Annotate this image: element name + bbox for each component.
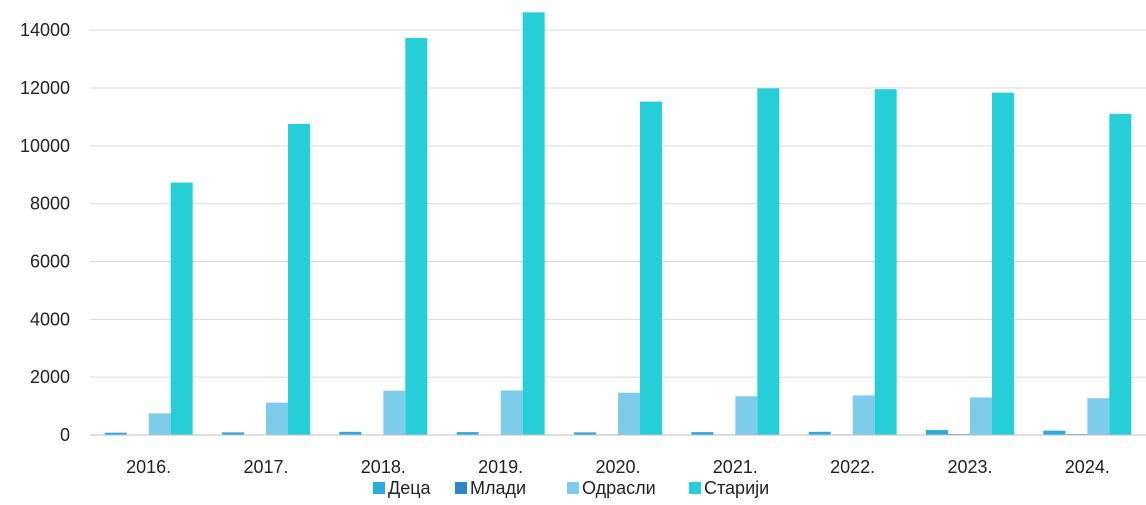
bar-Деца-2024. xyxy=(1043,430,1066,435)
bar-Старији-2024. xyxy=(1109,113,1132,436)
y-tick-label: 4000 xyxy=(30,309,70,329)
bar-Одрасли-2019. xyxy=(500,390,523,435)
bar-Деца-2023. xyxy=(926,430,948,435)
legend-label: Деца xyxy=(388,478,432,498)
legend-swatch xyxy=(455,482,467,494)
bar-Старији-2019. xyxy=(522,12,545,435)
bar-Деца-2019. xyxy=(456,432,479,435)
x-tick-label: 2024. xyxy=(1065,457,1110,477)
bar-Старији-2022. xyxy=(874,89,897,436)
x-tick-label: 2022. xyxy=(830,457,875,477)
bar-Одрасли-2024. xyxy=(1087,398,1110,435)
bar-Одрасли-2018. xyxy=(383,390,406,435)
x-tick-label: 2023. xyxy=(947,457,992,477)
bar-Старији-2017. xyxy=(288,123,310,436)
x-tick-label: 2018. xyxy=(361,457,406,477)
bar-Одрасли-2023. xyxy=(970,397,992,435)
x-tick-label: 2019. xyxy=(478,457,523,477)
x-tick-label: 2021. xyxy=(713,457,758,477)
legend-swatch xyxy=(567,482,579,494)
legend-swatch xyxy=(689,482,701,494)
bar-Старији-2021. xyxy=(757,88,780,435)
y-tick-label: 0 xyxy=(60,425,70,445)
bar-Деца-2021. xyxy=(691,432,714,435)
bar-Одрасли-2016. xyxy=(148,413,171,435)
legend-label: Одрасли xyxy=(582,478,656,498)
y-tick-label: 14000 xyxy=(20,20,70,40)
y-tick-label: 2000 xyxy=(30,367,70,387)
bar-Одрасли-2022. xyxy=(852,395,875,435)
legend-label: Старији xyxy=(704,478,769,498)
bar-Деца-2022. xyxy=(808,431,831,435)
y-tick-label: 6000 xyxy=(30,252,70,272)
bar-Старији-2016. xyxy=(170,182,193,435)
bar-Деца-2016. xyxy=(104,432,127,435)
x-tick-label: 2017. xyxy=(243,457,288,477)
bar-Старији-2018. xyxy=(405,38,428,435)
y-tick-label: 10000 xyxy=(20,136,70,156)
bar-Деца-2020. xyxy=(574,432,596,435)
y-axis-ticks: 0 2000 4000 6000 8000 10000 12000 14000 xyxy=(20,20,70,445)
bar-Одрасли-2020. xyxy=(618,392,640,435)
x-tick-label: 2016. xyxy=(126,457,171,477)
bar-Одрасли-2017. xyxy=(266,402,288,435)
legend: Деца Млади Одрасли Старији xyxy=(373,478,769,498)
y-tick-label: 12000 xyxy=(20,78,70,98)
bar-Старији-2023. xyxy=(992,92,1014,435)
bar-Деца-2018. xyxy=(339,431,362,435)
legend-label: Млади xyxy=(470,478,526,498)
x-tick-label: 2020. xyxy=(595,457,640,477)
bar-Одрасли-2021. xyxy=(735,396,758,435)
y-tick-label: 8000 xyxy=(30,194,70,214)
bars xyxy=(104,12,1132,436)
gridlines xyxy=(90,29,1146,378)
x-axis-ticks: 2016. 2017. 2018. 2019. 2020. 2021. 2022. 2023.… xyxy=(126,457,1110,477)
bar-Деца-2017. xyxy=(222,432,244,435)
bar-Старији-2020. xyxy=(640,101,662,435)
legend-swatch xyxy=(373,482,385,494)
